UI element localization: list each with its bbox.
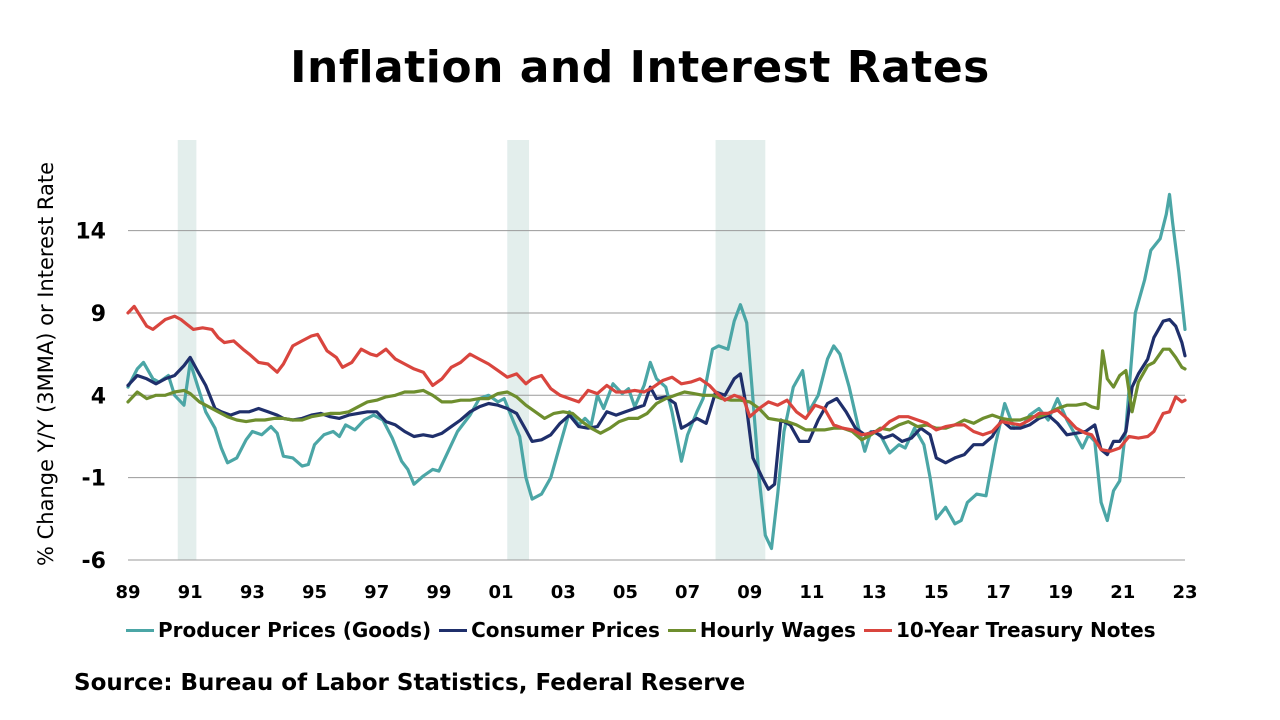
- x-tick-label: 93: [240, 582, 265, 603]
- legend-swatch: [126, 628, 154, 632]
- x-tick-label: 13: [862, 582, 887, 603]
- series-line-0: [126, 192, 1187, 551]
- legend-label: Consumer Prices: [471, 618, 660, 642]
- y-tick-label: 4: [91, 384, 106, 409]
- x-tick-label: 15: [924, 582, 949, 603]
- x-tick-label: 07: [675, 582, 700, 603]
- x-tick-label: 95: [302, 582, 327, 603]
- y-tick-label: -1: [82, 467, 106, 492]
- x-tick-label: 05: [613, 582, 638, 603]
- legend-label: Producer Prices (Goods): [158, 618, 432, 642]
- x-tick-label: 91: [178, 582, 203, 603]
- legend-swatch: [863, 628, 892, 632]
- legend-label: 10-Year Treasury Notes: [895, 618, 1156, 642]
- x-tick-label: 11: [799, 582, 824, 603]
- x-tick-label: 17: [986, 582, 1011, 603]
- recession-band-2: [715, 140, 766, 560]
- legend: Producer Prices (Goods) Consumer Prices Ho…: [126, 618, 1164, 642]
- legend-item-2: Hourly Wages: [667, 618, 856, 642]
- legend-item-3: 10-Year Treasury Notes: [863, 618, 1156, 642]
- x-tick-label: 19: [1048, 582, 1073, 603]
- source-note: Source: Bureau of Labor Statistics, Fede…: [74, 670, 746, 696]
- x-tick-label: 99: [426, 582, 451, 603]
- y-tick-label: 9: [91, 302, 106, 327]
- x-tick-label: 89: [115, 582, 140, 603]
- x-tick-label: 03: [551, 582, 576, 603]
- chart-title: Inflation and Interest Rates: [290, 42, 990, 93]
- legend-swatch: [439, 628, 468, 632]
- y-tick-label: -6: [82, 549, 106, 574]
- recession-band-1: [507, 140, 530, 560]
- x-tick-label: 21: [1110, 582, 1135, 603]
- x-tick-label: 09: [737, 582, 762, 603]
- x-tick-label: 23: [1172, 582, 1197, 603]
- x-tick-label: 97: [364, 582, 389, 603]
- legend-item-0: Producer Prices (Goods): [126, 618, 431, 642]
- y-tick-label: 14: [75, 220, 106, 245]
- legend-label: Hourly Wages: [699, 618, 856, 642]
- legend-swatch: [667, 628, 696, 632]
- recession-band-0: [177, 140, 197, 560]
- x-tick-label: 01: [489, 582, 514, 603]
- series-line-3: [126, 304, 1187, 453]
- legend-item-1: Consumer Prices: [439, 618, 660, 642]
